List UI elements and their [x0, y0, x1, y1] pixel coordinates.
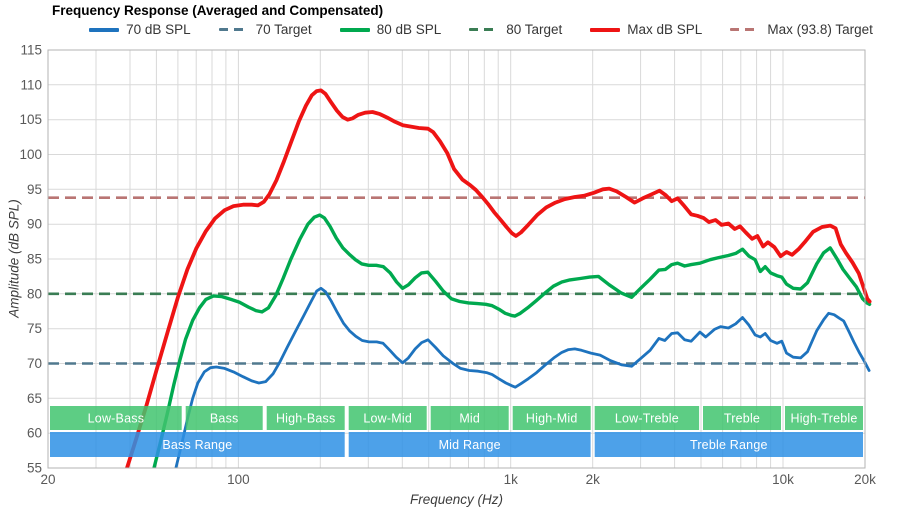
- y-axis-label: Amplitude (dB SPL): [6, 199, 22, 318]
- legend-item-max-db-spl[interactable]: Max dB SPL: [590, 22, 702, 37]
- legend-dash-swatch: [218, 28, 249, 31]
- y-tick-label: 70: [27, 356, 42, 371]
- range-group-bands: Bass Range Mid Range Treble Range: [50, 432, 863, 457]
- band-low-mid: [348, 406, 427, 430]
- band-label: High-Treble: [790, 412, 857, 426]
- band-label: High-Bass: [276, 412, 335, 426]
- band-bass-range: [50, 432, 345, 457]
- band-high-mid: [512, 406, 591, 430]
- legend-line-swatch: [339, 27, 370, 32]
- band-high-treble: [785, 406, 863, 430]
- band-label: Bass: [210, 412, 239, 426]
- legend-label: 80 dB SPL: [376, 22, 442, 37]
- band-label: Low-Treble: [615, 412, 679, 426]
- legend-dash-swatch: [730, 28, 761, 31]
- y-tick-label: 100: [19, 147, 42, 162]
- y-tick-label: 105: [19, 112, 42, 127]
- legend-label: 70 Target: [255, 22, 312, 37]
- y-tick-label: 85: [27, 252, 42, 267]
- y-tick-label: 80: [27, 286, 42, 301]
- band-low-treble: [594, 406, 700, 430]
- legend-label: Max dB SPL: [627, 22, 703, 37]
- legend-label: Max (93.8) Target: [767, 22, 873, 37]
- y-tick-label: 60: [27, 426, 42, 441]
- legend-dash-swatch: [469, 28, 500, 31]
- x-tick-label: 20: [40, 472, 55, 487]
- y-tick-label: 55: [27, 461, 42, 476]
- x-tick-label: 1k: [504, 472, 519, 487]
- band-label: Low-Bass: [88, 412, 144, 426]
- legend-item-80-target[interactable]: 80 Target: [469, 22, 562, 37]
- band-low-bass: [50, 406, 182, 430]
- legend-label: 70 dB SPL: [126, 22, 191, 37]
- legend-line-swatch: [89, 27, 120, 32]
- curve-80-db-spl: [152, 213, 872, 468]
- legend-item-80-db-spl[interactable]: 80 dB SPL: [339, 22, 442, 37]
- plot-border: [47, 49, 866, 469]
- band-bass: [185, 406, 263, 430]
- legend-item-70-db-spl[interactable]: 70 dB SPL: [89, 22, 191, 37]
- legend-label: 80 Target: [506, 22, 563, 37]
- band-high-bass: [266, 406, 345, 430]
- band-mid-range: [348, 432, 591, 457]
- legend-item-70-target[interactable]: 70 Target: [218, 22, 312, 37]
- chart-title: Frequency Response (Averaged and Compens…: [52, 3, 384, 18]
- x-tick-label: 20k: [854, 472, 876, 487]
- curve-70-db-spl: [174, 286, 871, 468]
- curve-max-db-spl: [125, 88, 872, 468]
- band-mid: [430, 406, 509, 430]
- range-detail-bands: Low-Bass Bass High-Bass Low-Mid Mid High-Mid L…: [50, 406, 863, 430]
- legend-line-swatch: [590, 27, 621, 32]
- band-treble: [703, 406, 781, 430]
- y-tick-label: 75: [27, 321, 42, 336]
- x-tick-label: 10k: [772, 472, 794, 487]
- y-tick-label: 90: [27, 217, 42, 232]
- chart-legend: 70 dB SPL 70 Target 80 dB SPL 80 Target …: [0, 22, 900, 37]
- band-treble-range: [594, 432, 863, 457]
- x-tick-label: 100: [227, 472, 250, 487]
- y-tick-label: 110: [20, 77, 42, 92]
- band-label: Low-Mid: [363, 412, 412, 426]
- band-label: Mid Range: [439, 438, 501, 452]
- band-label: Treble: [724, 412, 760, 426]
- x-tick-label: 2k: [586, 472, 601, 487]
- legend-item-max-target[interactable]: Max (93.8) Target: [730, 22, 873, 37]
- y-tick-label: 65: [27, 391, 42, 406]
- band-label: Bass Range: [162, 438, 232, 452]
- band-label: Treble Range: [690, 438, 768, 452]
- y-tick-label: 95: [27, 182, 42, 197]
- band-label: Mid: [459, 412, 480, 426]
- band-label: High-Mid: [526, 412, 578, 426]
- x-axis-label: Frequency (Hz): [409, 492, 504, 507]
- y-tick-label: 115: [20, 43, 42, 58]
